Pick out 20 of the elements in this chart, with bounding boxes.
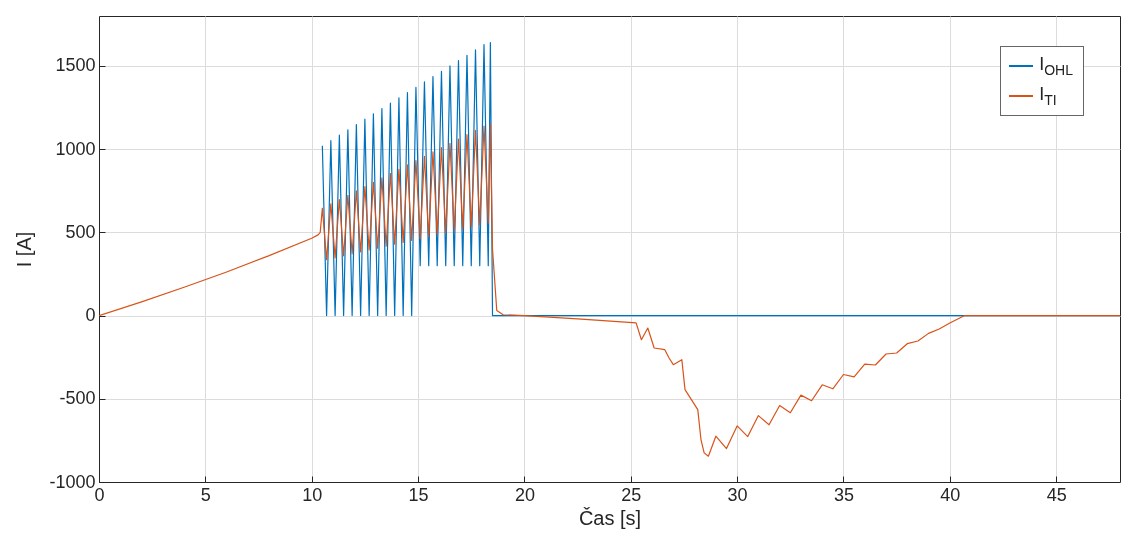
y-tick-label: 500: [65, 221, 96, 242]
x-tick-label: 40: [940, 484, 961, 505]
legend-label: I$_{OHL}$: [1039, 54, 1073, 78]
y-tick-label: -1000: [49, 471, 96, 492]
x-tick-label: 5: [200, 484, 211, 505]
x-tick-label: 35: [833, 484, 854, 505]
y-tick-label: 1000: [55, 138, 96, 159]
y-tick-label: 0: [85, 305, 96, 326]
x-tick-label: 45: [1046, 484, 1067, 505]
x-tick-label: 15: [408, 484, 429, 505]
x-tick-label: 30: [727, 484, 748, 505]
line-series: [99, 123, 1120, 457]
x-tick-label: 10: [302, 484, 323, 505]
x-tick-label: 20: [514, 484, 535, 505]
y-tick-label: 1500: [55, 55, 96, 76]
x-axis-title: Čas [s]: [578, 506, 642, 529]
y-axis-title: I [A]: [13, 231, 36, 268]
x-tick-label: 25: [621, 484, 642, 505]
y-tick-label: -500: [59, 388, 96, 409]
legend-label: I$_{TI}$: [1039, 84, 1057, 108]
